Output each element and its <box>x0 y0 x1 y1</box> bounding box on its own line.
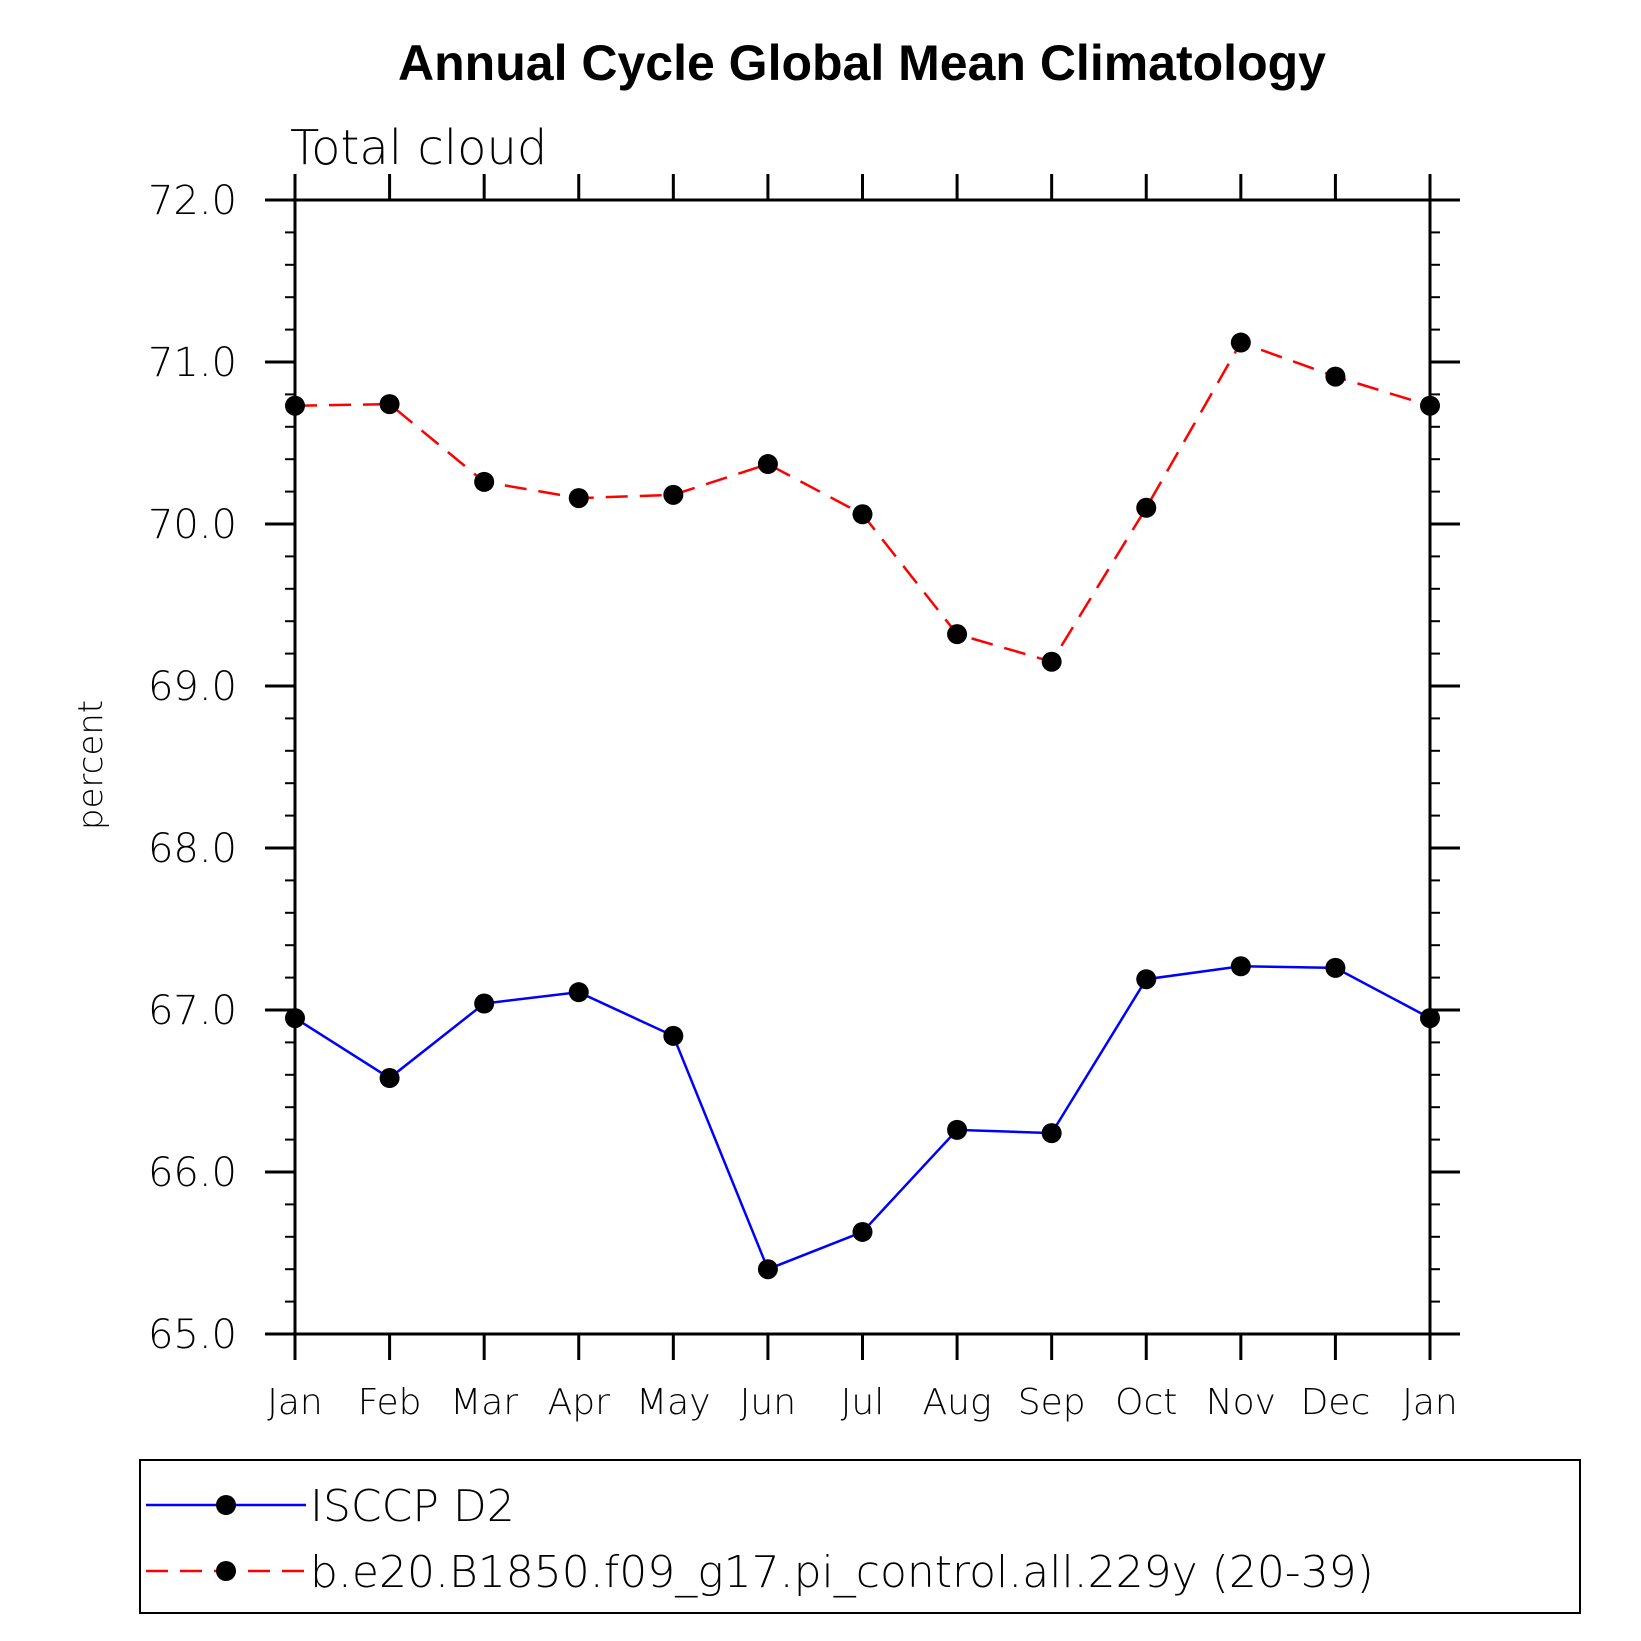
data-point <box>379 1068 400 1089</box>
x-tick-label: Feb <box>358 1382 422 1423</box>
data-point <box>1325 957 1346 978</box>
x-tick-label: Jan <box>267 1382 323 1423</box>
data-point <box>1041 1123 1062 1144</box>
x-tick-label: Oct <box>1115 1382 1177 1423</box>
data-point <box>757 454 778 475</box>
data-point <box>1136 969 1157 990</box>
x-tick-label: Sep <box>1018 1382 1086 1423</box>
x-tick-label: Aug <box>923 1382 992 1423</box>
y-tick-label: 66.0 <box>148 1150 237 1196</box>
x-tick-label: Jan <box>1402 1382 1458 1423</box>
x-tick-label: Mar <box>450 1382 518 1423</box>
y-tick-label: 65.0 <box>148 1312 237 1358</box>
data-point <box>568 982 589 1003</box>
x-tick-label: Nov <box>1206 1382 1276 1423</box>
data-point <box>474 471 495 492</box>
x-tick-label: May <box>636 1382 710 1423</box>
data-point <box>1230 332 1251 353</box>
legend-marker <box>216 1495 236 1515</box>
y-tick-labels: 65.0 66.0 67.0 68.0 69.0 70.0 71.0 72.0 <box>148 178 237 1358</box>
data-point <box>757 1259 778 1280</box>
chart-subtitle: Total cloud <box>290 120 547 176</box>
y-tick-label: 68.0 <box>148 826 237 872</box>
data-point <box>947 624 968 645</box>
x-tick-labels: Jan Feb Mar Apr May Jun Jul Aug Sep Oct Nov Dec Jan <box>267 1382 1458 1423</box>
data-point <box>1136 497 1157 518</box>
legend-label: b.e20.B1850.f09_g17.pi_control.all.229y … <box>310 1547 1374 1598</box>
data-point <box>663 484 684 505</box>
plot-frame <box>293 198 1432 1336</box>
y-tick-label: 71.0 <box>148 340 237 386</box>
chart-title: Annual Cycle Global Mean Climatology <box>398 35 1326 91</box>
data-point <box>1325 366 1346 387</box>
data-point <box>852 1221 873 1242</box>
series-group <box>285 332 1440 1280</box>
plot-area-border <box>293 198 1432 1336</box>
legend: ISCCP D2 b.e20.B1850.f09_g17.pi_control.a… <box>139 1459 1581 1614</box>
y-tick-label: 67.0 <box>148 988 237 1034</box>
data-point <box>947 1119 968 1140</box>
x-tick-label: Apr <box>548 1382 610 1423</box>
y-tick-label: 72.0 <box>148 178 237 224</box>
x-tick-label: Dec <box>1301 1382 1371 1423</box>
axes <box>265 174 1460 1360</box>
y-tick-label: 69.0 <box>148 664 237 710</box>
legend-box <box>139 1459 1581 1614</box>
data-point <box>1041 651 1062 672</box>
data-point <box>663 1025 684 1046</box>
x-tick-label: Jun <box>740 1382 796 1423</box>
data-point <box>568 488 589 509</box>
y-axis-label: percent <box>71 700 111 830</box>
series-line <box>294 341 1431 664</box>
data-point <box>379 394 400 415</box>
legend-label: ISCCP D2 <box>310 1481 515 1532</box>
y-tick-label: 70.0 <box>148 502 237 548</box>
x-tick-label: Jul <box>841 1382 884 1423</box>
data-point <box>852 504 873 525</box>
legend-marker <box>216 1561 236 1581</box>
data-point <box>1230 956 1251 977</box>
data-point <box>474 993 495 1014</box>
